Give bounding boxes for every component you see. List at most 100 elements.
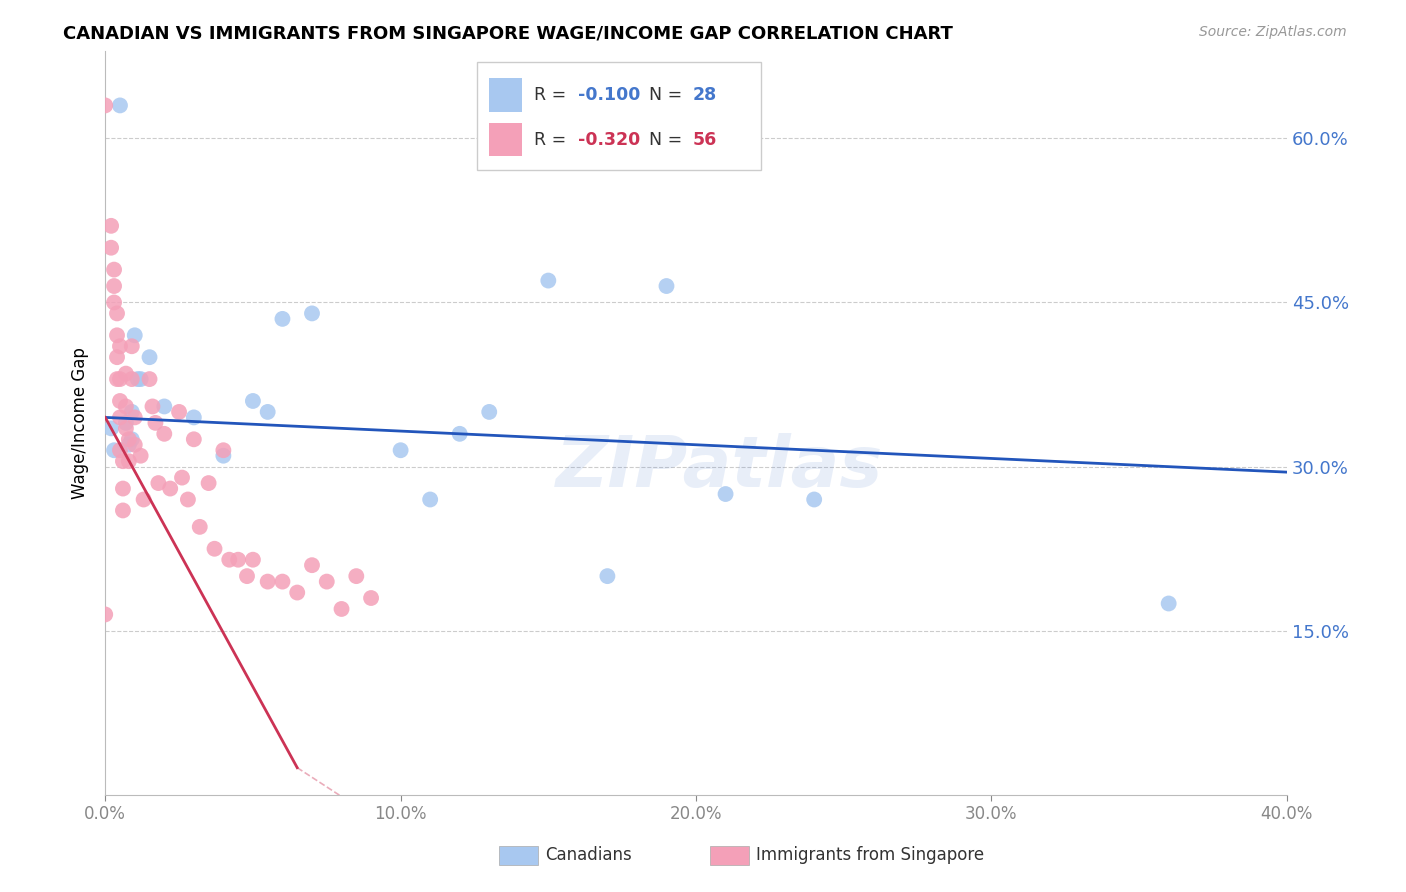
Text: Source: ZipAtlas.com: Source: ZipAtlas.com	[1199, 25, 1347, 39]
Point	[256, 405, 278, 419]
Point	[204, 541, 226, 556]
Point	[449, 426, 471, 441]
Point	[188, 520, 211, 534]
Point	[115, 367, 138, 381]
Point	[655, 279, 678, 293]
Point	[159, 482, 181, 496]
Point	[197, 476, 219, 491]
Point	[124, 438, 146, 452]
Text: Immigrants from Singapore: Immigrants from Singapore	[756, 847, 984, 864]
Point	[103, 262, 125, 277]
Point	[111, 503, 134, 517]
Point	[121, 339, 143, 353]
Point	[167, 405, 190, 419]
Point	[148, 476, 170, 491]
Point	[271, 574, 294, 589]
Text: CANADIAN VS IMMIGRANTS FROM SINGAPORE WAGE/INCOME GAP CORRELATION CHART: CANADIAN VS IMMIGRANTS FROM SINGAPORE WA…	[63, 25, 953, 43]
Point	[360, 591, 382, 605]
Point	[170, 470, 193, 484]
Point	[103, 279, 125, 293]
Point	[115, 400, 138, 414]
Point	[212, 443, 235, 458]
Point	[419, 492, 441, 507]
Point	[1157, 597, 1180, 611]
Point	[596, 569, 619, 583]
Point	[153, 400, 176, 414]
Point	[111, 454, 134, 468]
Point	[236, 569, 259, 583]
Point	[103, 443, 125, 458]
Point	[124, 328, 146, 343]
Text: R =: R =	[534, 131, 572, 149]
Point	[714, 487, 737, 501]
Point	[105, 350, 128, 364]
Text: 28: 28	[693, 87, 717, 104]
Point	[330, 602, 353, 616]
Bar	[489, 123, 522, 156]
Point	[129, 449, 152, 463]
Point	[803, 492, 825, 507]
Point	[285, 585, 308, 599]
Point	[111, 482, 134, 496]
Text: N =: N =	[648, 87, 688, 104]
Point	[183, 410, 205, 425]
Point	[212, 449, 235, 463]
Point	[100, 421, 122, 435]
Point	[478, 405, 501, 419]
Point	[138, 350, 160, 364]
Point	[226, 552, 249, 566]
Point	[121, 372, 143, 386]
Point	[108, 372, 131, 386]
Point	[108, 410, 131, 425]
Point	[94, 607, 117, 622]
Point	[256, 574, 278, 589]
Text: R =: R =	[534, 87, 572, 104]
Point	[108, 443, 131, 458]
Point	[94, 98, 117, 112]
Point	[103, 295, 125, 310]
Point	[177, 492, 200, 507]
Point	[115, 421, 138, 435]
Point	[242, 394, 264, 409]
Text: 56: 56	[693, 131, 717, 149]
Point	[100, 219, 122, 233]
Text: -0.100: -0.100	[578, 87, 640, 104]
Point	[301, 306, 323, 320]
Point	[105, 306, 128, 320]
Point	[315, 574, 337, 589]
FancyBboxPatch shape	[478, 62, 761, 169]
Point	[100, 241, 122, 255]
Point	[132, 492, 155, 507]
Point	[145, 416, 167, 430]
Point	[118, 432, 141, 446]
Point	[153, 426, 176, 441]
Point	[537, 274, 560, 288]
Point	[271, 311, 294, 326]
Text: N =: N =	[648, 131, 688, 149]
Point	[108, 394, 131, 409]
Point	[124, 410, 146, 425]
Point	[242, 552, 264, 566]
Point	[105, 328, 128, 343]
Text: -0.320: -0.320	[578, 131, 640, 149]
Point	[344, 569, 367, 583]
Y-axis label: Wage/Income Gap: Wage/Income Gap	[72, 347, 89, 499]
Point	[118, 454, 141, 468]
Point	[129, 372, 152, 386]
Point	[389, 443, 412, 458]
Point	[183, 432, 205, 446]
Point	[218, 552, 240, 566]
Text: Canadians: Canadians	[546, 847, 633, 864]
Point	[121, 405, 143, 419]
Bar	[489, 78, 522, 112]
Text: ZIPatlas: ZIPatlas	[555, 433, 883, 502]
Point	[301, 558, 323, 573]
Point	[118, 438, 141, 452]
Point	[108, 98, 131, 112]
Point	[127, 372, 149, 386]
Point	[138, 372, 160, 386]
Point	[115, 416, 138, 430]
Point	[108, 339, 131, 353]
Point	[121, 432, 143, 446]
Point	[141, 400, 163, 414]
